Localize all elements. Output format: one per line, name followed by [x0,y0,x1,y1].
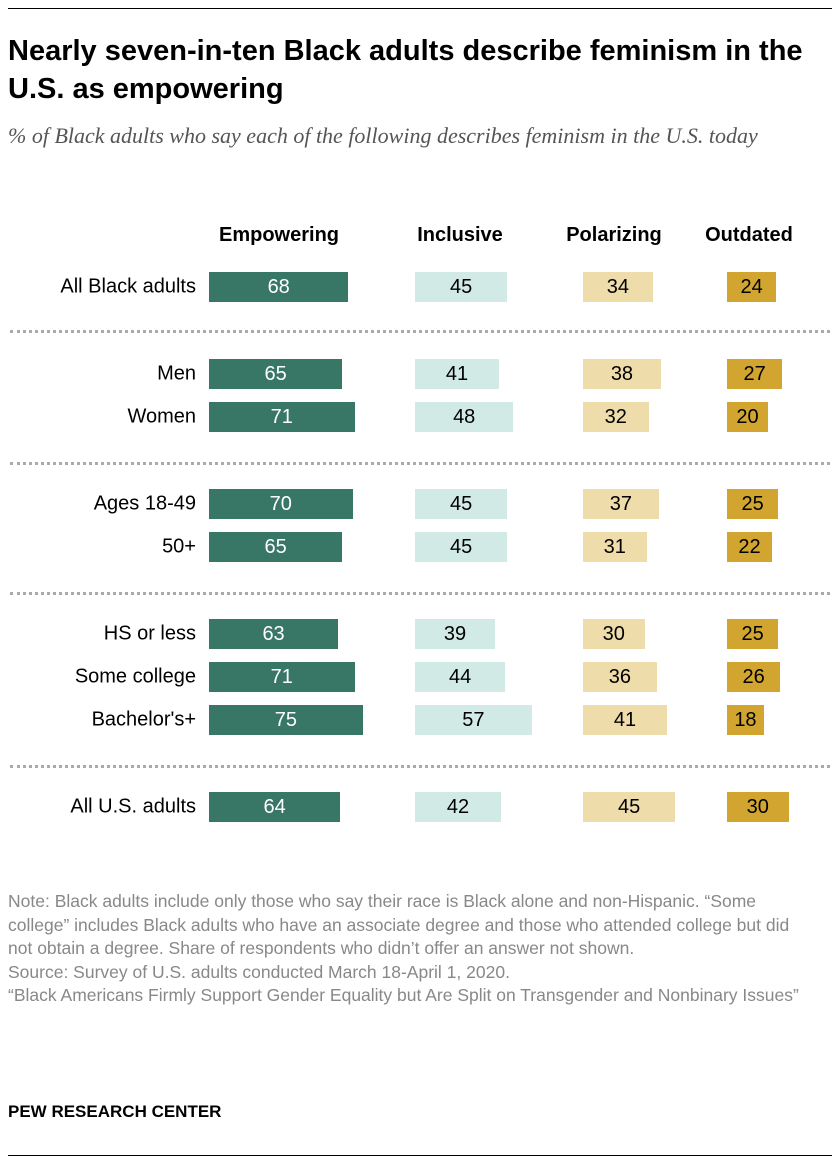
data-label: 25 [741,492,764,515]
bar-inclusive: 41 [415,359,500,389]
data-label: 27 [743,362,766,385]
data-label: 45 [450,535,473,558]
data-label: 41 [445,362,469,385]
bar-empowering: 71 [209,662,355,692]
data-label: 37 [609,492,633,515]
data-label: 45 [450,492,473,515]
bar-polarizing: 31 [583,532,647,562]
data-label: 45 [618,795,641,818]
data-label: 32 [604,405,627,428]
data-label: 22 [738,535,761,558]
bar-polarizing: 32 [583,402,649,432]
data-label: 57 [462,708,485,731]
data-label: 63 [262,622,285,645]
chart-subtitle: % of Black adults who say each of the fo… [8,123,758,148]
data-label: 24 [740,275,763,298]
bar-inclusive: 48 [415,402,514,432]
bar-empowering: 65 [209,359,343,389]
bar-polarizing: 45 [583,792,676,822]
data-label: 34 [606,275,629,298]
bar-empowering: 64 [209,792,341,822]
data-label: 64 [263,795,286,818]
bar-outdated: 25 [727,489,779,519]
data-label: 45 [450,275,473,298]
row-label: Women [127,405,196,428]
bar-empowering: 65 [209,532,343,562]
data-label: 18 [734,708,757,731]
data-label: 41 [613,708,637,731]
bar-outdated: 30 [727,792,789,822]
data-label: 71 [270,665,293,688]
bar-outdated: 25 [727,619,779,649]
bar-empowering: 75 [209,705,363,735]
bar-outdated: 24 [727,272,777,302]
chart-title: Nearly seven-in-ten Black adults describ… [8,35,803,105]
bar-inclusive: 39 [415,619,495,649]
bar-outdated: 22 [727,532,773,562]
row-label: Men [157,362,196,385]
bar-outdated: 20 [727,402,768,432]
brand-logo-text: PEW RESEARCH CENTER [8,1102,222,1121]
bar-outdated: 26 [727,662,781,692]
bar-polarizing: 37 [583,489,659,519]
report-title: “Black Americans Firmly Support Gender E… [8,985,799,1005]
group-divider [10,592,830,595]
bar-empowering: 71 [209,402,355,432]
data-label: 68 [267,275,290,298]
row-label: 50+ [162,535,196,558]
data-label: 36 [608,665,632,688]
bar-polarizing: 30 [583,619,645,649]
column-header-inclusive: Inclusive [417,224,503,246]
bar-outdated: 18 [727,705,764,735]
data-label: 38 [610,362,634,385]
data-label: 20 [736,405,759,428]
bar-empowering: 70 [209,489,353,519]
row-label: All U.S. adults [70,795,196,818]
column-header-outdated: Outdated [705,224,793,246]
data-label: 65 [264,535,287,558]
data-label: 48 [453,405,476,428]
row-label: HS or less [103,622,196,645]
data-label: 65 [264,362,287,385]
data-label: 30 [746,795,769,818]
bar-polarizing: 34 [583,272,653,302]
source-text: Source: Survey of U.S. adults conducted … [8,961,510,982]
notes: Note: Black adults include only those wh… [8,890,808,1008]
bar-inclusive: 57 [415,705,532,735]
data-label: 44 [448,665,472,688]
column-header-polarizing: Polarizing [566,224,662,246]
top-rule [8,8,832,9]
group-divider [10,765,830,768]
bar-inclusive: 42 [415,792,502,822]
bar-polarizing: 41 [583,705,668,735]
data-label: 71 [270,405,293,428]
data-label: 75 [274,708,297,731]
group-divider [10,462,830,465]
note-text: Note: Black adults include only those wh… [8,891,790,958]
row-label: Some college [74,665,196,688]
group-divider [10,330,830,333]
data-label: 31 [603,535,626,558]
row-label: Ages 18-49 [93,492,196,515]
bar-empowering: 68 [209,272,349,302]
bar-inclusive: 45 [415,272,508,302]
data-label: 30 [602,622,625,645]
column-header-empowering: Empowering [218,224,340,246]
bar-polarizing: 36 [583,662,657,692]
data-label: 25 [741,622,764,645]
row-label: Bachelor's+ [91,708,196,731]
data-label: 70 [269,492,292,515]
bar-inclusive: 44 [415,662,506,692]
bar-outdated: 27 [727,359,783,389]
bar-inclusive: 45 [415,532,508,562]
bottom-rule [8,1155,832,1156]
bar-inclusive: 45 [415,489,508,519]
data-label: 39 [443,622,467,645]
bar-empowering: 63 [209,619,339,649]
data-label: 42 [446,795,470,818]
row-label: All Black adults [60,275,196,298]
bar-polarizing: 38 [583,359,661,389]
data-label: 26 [742,665,765,688]
